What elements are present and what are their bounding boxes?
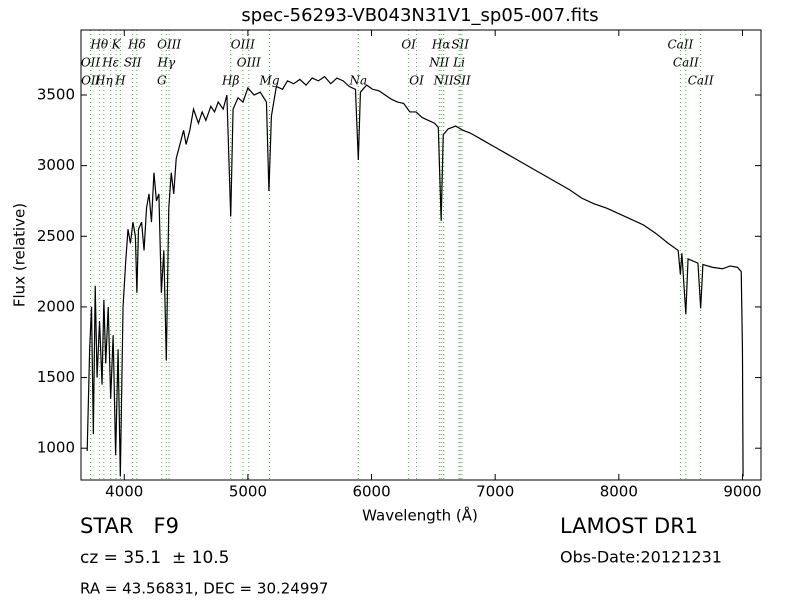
spectral-line-label: CaII [667,38,693,52]
spectral-line-label: Hα [431,38,451,52]
spectral-line-label: OII [81,74,101,88]
spectral-line-label: SII [451,38,469,52]
x-tick-label: 9000 [723,483,761,501]
x-tick-label: 6000 [352,483,390,501]
spectral-line-label: Hβ [221,74,239,88]
spectral-line-label: Hθ [89,38,108,52]
y-tick-label: 3500 [37,85,75,103]
spectral-line-label: G [157,74,167,88]
chart-title: spec-56293-VB043N31V1_sp05-007.fits [241,5,598,26]
y-tick-label: 2000 [37,297,75,315]
spectral-line-label: Mg [259,74,280,88]
spectral-line-label: H [114,74,126,88]
spectral-line-label: NII [428,56,449,70]
spectral-line-label: Hη [94,74,113,88]
spectral-line-label: OIII [237,56,261,70]
x-tick-label: 7000 [476,483,514,501]
spectral-line-label: SII [453,74,471,88]
spectral-line-label: Hγ [156,56,175,70]
plot-frame [80,29,762,481]
spectral-line-label: OI [401,38,416,52]
spectral-line-label: K [111,38,122,52]
spectral-line-label: Hε [101,56,119,70]
spectral-line-label: OI [409,74,424,88]
coordinates: RA = 43.56831, DEC = 30.24997 [80,580,328,598]
redshift: cz = 35.1 ± 10.5 [80,548,229,568]
spectral-line-label: CaII [688,74,714,88]
spectral-line-label: SII [124,56,142,70]
spectral-line-label: CaII [673,56,699,70]
plot-area [81,30,761,480]
spectrum-line [86,75,744,477]
spectral-line-label: OIII [231,38,255,52]
y-tick-label: 1000 [37,439,75,457]
y-tick-label: 3000 [37,156,75,174]
spectral-line-label: Na [348,74,367,88]
y-tick-label: 2500 [37,227,75,245]
spectral-line-label: Hδ [127,38,146,52]
y-tick-label: 1500 [37,368,75,386]
spectral-line-label: OIII [157,38,181,52]
x-tick-label: 4000 [105,483,143,501]
obs-date: Obs-Date:20121231 [560,548,722,567]
object-class: STAR F9 [80,514,179,538]
spectral-line-label: Li [452,56,465,70]
x-tick-label: 5000 [229,483,267,501]
x-axis-label: Wavelength (Å) [362,506,478,525]
x-tick-label: 8000 [600,483,638,501]
survey: LAMOST DR1 [560,514,698,538]
y-axis-label: Flux (relative) [11,203,29,307]
spectral-line-label: NII [433,74,454,88]
